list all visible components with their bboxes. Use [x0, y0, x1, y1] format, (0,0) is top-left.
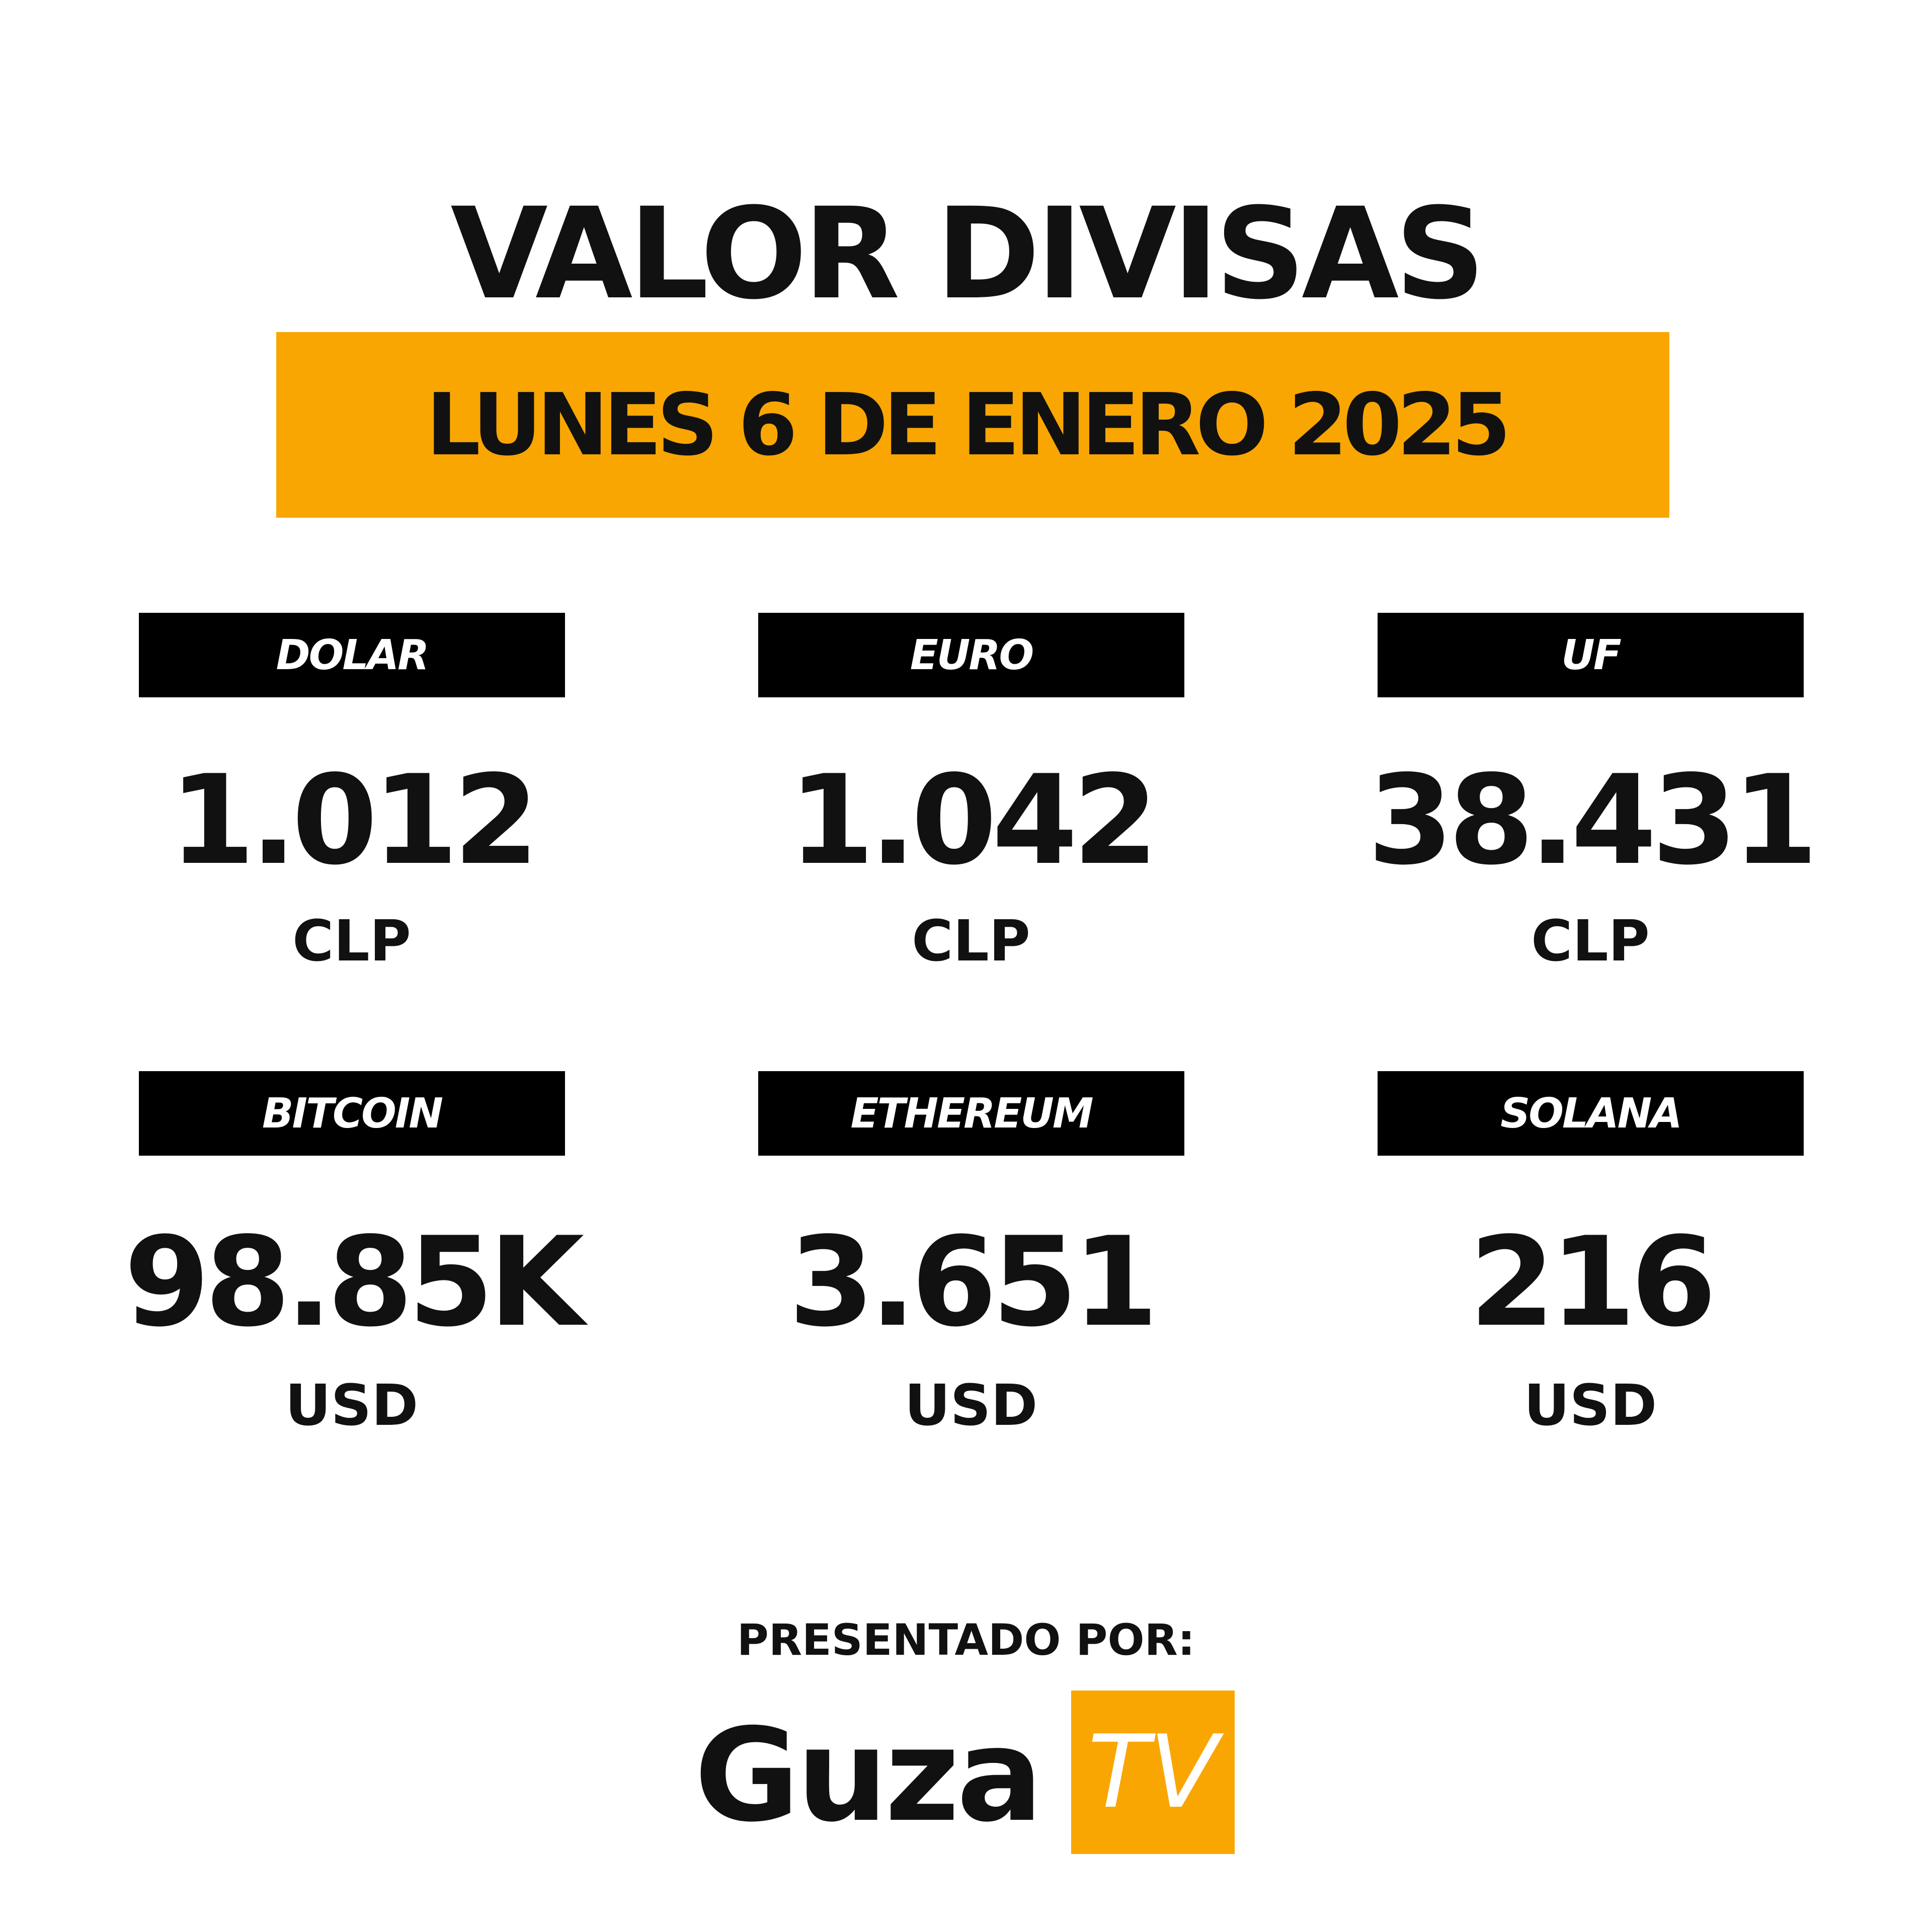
item-unit: CLP: [912, 909, 1030, 974]
title: VALOR DIVISAS: [450, 181, 1485, 327]
item-value: 216: [1469, 1211, 1716, 1354]
item-name: SOLANA: [1378, 1071, 1804, 1156]
item-unit: CLP: [1531, 909, 1650, 974]
item-name: BITCOIN: [139, 1071, 565, 1156]
item-unit: USD: [904, 1373, 1038, 1438]
item-value: 98.85K: [124, 1211, 585, 1354]
logo-tv: TV: [1088, 1714, 1218, 1831]
item-name: UF: [1378, 613, 1804, 697]
item-value: 3.651: [788, 1211, 1159, 1354]
item-name: DOLAR: [139, 613, 565, 697]
item-value: 1.042: [788, 749, 1159, 892]
date-bar: [276, 332, 1669, 518]
item-unit: USD: [1523, 1373, 1657, 1438]
item-name: ETHEREUM: [758, 1071, 1184, 1156]
logo-box: [1071, 1691, 1235, 1854]
item-value: 1.012: [169, 749, 539, 892]
logo-text: Guza: [694, 1701, 1043, 1850]
item-unit: CLP: [292, 909, 411, 974]
date: LUNES 6 DE ENERO 2025: [426, 375, 1511, 475]
presented-by: PRESENTADO POR:: [737, 1615, 1195, 1665]
item-name: EURO: [758, 613, 1184, 697]
item-unit: USD: [285, 1373, 419, 1438]
item-value: 38.431: [1367, 749, 1818, 892]
